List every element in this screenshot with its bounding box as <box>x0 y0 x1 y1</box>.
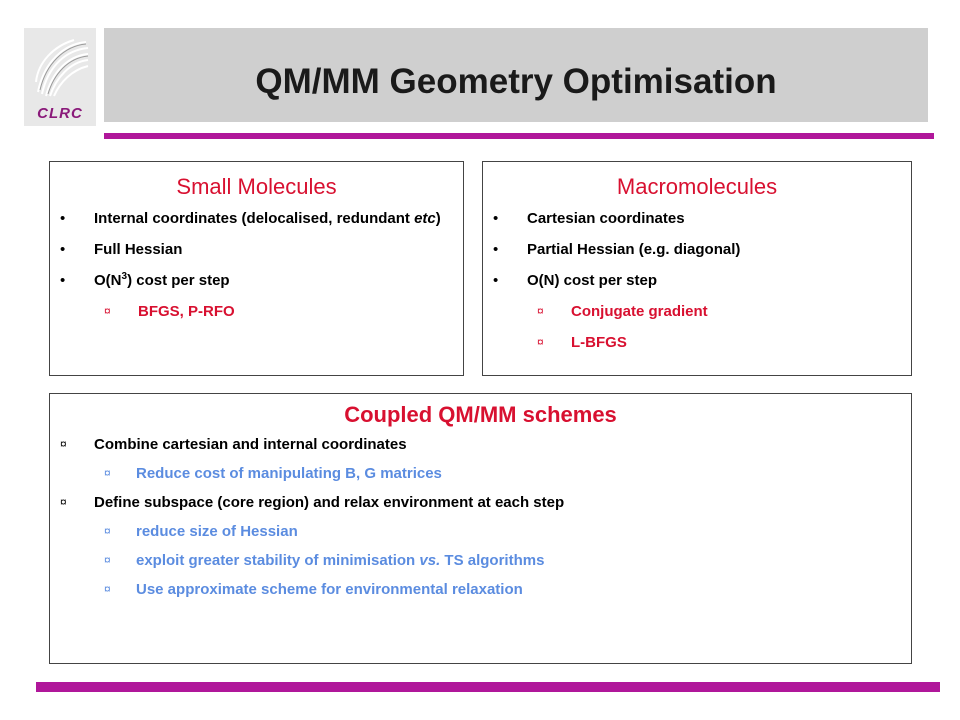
item-text: O(N <box>94 272 122 289</box>
currency-bullet-icon: ¤ <box>537 304 544 318</box>
item-text-end: ) cost per step <box>127 272 230 289</box>
sub-list-item: ¤ L-BFGS <box>483 332 911 353</box>
list-item: • Partial Hessian (e.g. diagonal) <box>483 239 911 260</box>
item-text: Partial Hessian (e.g. diagonal) <box>527 241 741 258</box>
item-text: exploit greater stability of minimisatio… <box>136 552 420 569</box>
currency-bullet-icon: ¤ <box>537 335 544 349</box>
currency-bullet-icon: ¤ <box>60 437 67 451</box>
small-molecules-title: Small Molecules <box>176 174 337 199</box>
item-text: Combine cartesian and internal coordinat… <box>94 436 407 453</box>
list-item: • O(N) cost per step <box>483 270 911 291</box>
item-text: Conjugate gradient <box>571 303 708 320</box>
item-emphasis: vs. <box>419 552 441 569</box>
coupled-schemes-title: Coupled QM/MM schemes <box>344 402 617 427</box>
list-item: • Full Hessian <box>50 239 463 260</box>
macromolecules-title: Macromolecules <box>616 174 778 199</box>
bullet-icon: • <box>493 241 499 258</box>
item-text: L-BFGS <box>571 334 627 351</box>
item-text: BFGS, P-RFO <box>138 303 235 320</box>
item-text: Full Hessian <box>94 241 183 258</box>
small-molecules-list: • Internal coordinates (delocalised, red… <box>50 208 463 322</box>
item-text: Reduce cost of manipulating B, G matrice… <box>136 465 442 482</box>
superscript: 3 <box>121 271 128 282</box>
item-text: Use approximate scheme for environmental… <box>136 581 523 598</box>
sub-list-item: ¤ reduce size of Hessian <box>50 521 911 542</box>
item-text: reduce size of Hessian <box>136 523 298 540</box>
item-text: Cartesian coordinates <box>527 210 685 227</box>
item-text: O(N) cost per step <box>527 272 658 289</box>
sub-list-item: ¤ BFGS, P-RFO <box>50 301 463 322</box>
currency-bullet-icon: ¤ <box>104 582 111 596</box>
coupled-schemes-panel: Coupled QM/MM schemes ¤ Combine cartesia… <box>49 393 912 664</box>
list-item: • Internal coordinates (delocalised, red… <box>50 208 463 229</box>
list-item: ¤ Define subspace (core region) and rela… <box>50 492 911 513</box>
item-emphasis: etc <box>414 210 436 227</box>
top-divider <box>104 133 934 139</box>
currency-bullet-icon: ¤ <box>104 553 111 567</box>
coupled-schemes-list: ¤ Combine cartesian and internal coordin… <box>50 434 911 600</box>
bottom-divider <box>36 682 940 692</box>
bullet-icon: • <box>493 272 499 289</box>
bullet-icon: • <box>493 210 499 227</box>
currency-bullet-icon: ¤ <box>104 304 111 318</box>
logo-text: CLRC <box>37 105 83 122</box>
sub-list-item: ¤ Reduce cost of manipulating B, G matri… <box>50 463 911 484</box>
swirl-logo-icon <box>35 39 89 97</box>
list-item: • O(N3) cost per step <box>50 270 463 291</box>
list-item: ¤ Combine cartesian and internal coordin… <box>50 434 911 455</box>
list-item: • Cartesian coordinates <box>483 208 911 229</box>
page-title: QM/MM Geometry Optimisation <box>255 62 777 101</box>
item-text: Define subspace (core region) and relax … <box>94 494 565 511</box>
item-text-end: ) <box>435 210 441 227</box>
clrc-logo: CLRC <box>24 28 96 126</box>
bullet-icon: • <box>60 210 66 227</box>
title-bar <box>104 28 928 122</box>
bullet-icon: • <box>60 272 66 289</box>
macromolecules-panel: Macromolecules • Cartesian coordinates •… <box>482 161 912 376</box>
item-text-end: TS algorithms <box>440 552 545 569</box>
bullet-icon: • <box>60 241 66 258</box>
sub-list-item: ¤ exploit greater stability of minimisat… <box>50 550 911 571</box>
macromolecules-list: • Cartesian coordinates • Partial Hessia… <box>483 208 911 353</box>
item-text: Internal coordinates (delocalised, redun… <box>94 210 415 227</box>
sub-list-item: ¤ Conjugate gradient <box>483 301 911 322</box>
currency-bullet-icon: ¤ <box>104 524 111 538</box>
currency-bullet-icon: ¤ <box>60 495 67 509</box>
currency-bullet-icon: ¤ <box>104 466 111 480</box>
sub-list-item: ¤ Use approximate scheme for environment… <box>50 579 911 600</box>
small-molecules-panel: Small Molecules • Internal coordinates (… <box>49 161 464 376</box>
